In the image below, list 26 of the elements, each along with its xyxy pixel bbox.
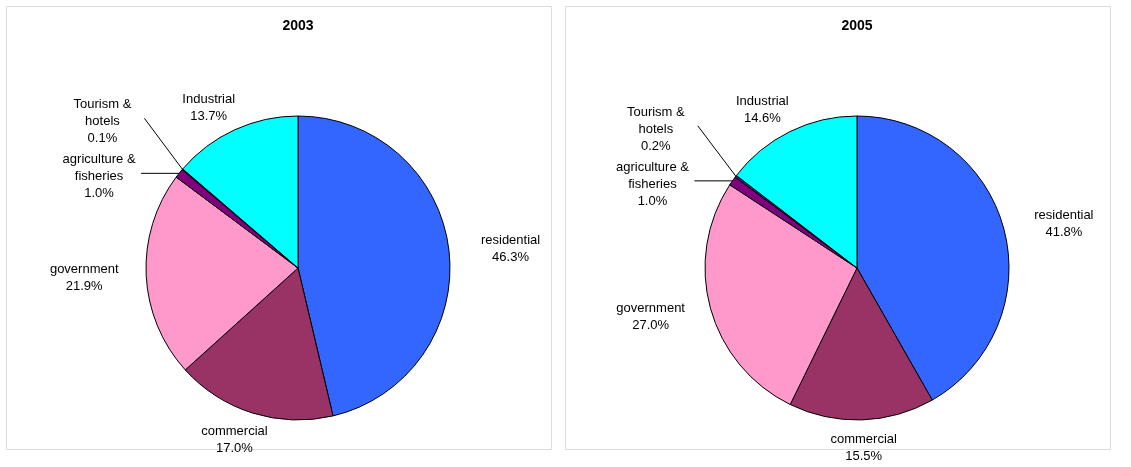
- slice-label: Industrial: [735, 93, 789, 109]
- data-label: 0.2%: [641, 137, 672, 153]
- data-label: 13.7%: [190, 108, 228, 124]
- slice-label: residential: [480, 232, 541, 248]
- data-label: 21.9%: [65, 278, 104, 294]
- data-label: 27.0%: [632, 317, 670, 333]
- slice-label: Industrial: [182, 91, 236, 107]
- slice-label: government: [49, 261, 119, 277]
- slice-label: agriculture & fisheries: [62, 151, 136, 184]
- slice-label: Tourism & hotels: [626, 103, 686, 136]
- slice-label: Tourism & hotels: [73, 96, 132, 129]
- data-label: 1.0%: [84, 185, 115, 201]
- data-label: 41.8%: [1045, 224, 1083, 240]
- slice-label: government: [616, 300, 686, 316]
- data-label: 1.0%: [637, 192, 668, 208]
- slice-label: commercial: [201, 422, 268, 438]
- slice-label: agriculture & fisheries: [615, 158, 690, 191]
- slice-label: commercial: [830, 430, 898, 446]
- chart-title: 2005: [841, 17, 873, 33]
- chart-title: 2003: [282, 17, 314, 33]
- data-label: 46.3%: [492, 249, 530, 265]
- data-label: 0.1%: [87, 130, 118, 146]
- data-label: 14.6%: [743, 110, 782, 126]
- data-label: 15.5%: [845, 447, 883, 463]
- data-label: 17.0%: [216, 439, 254, 455]
- slice-label: residential: [1034, 207, 1094, 223]
